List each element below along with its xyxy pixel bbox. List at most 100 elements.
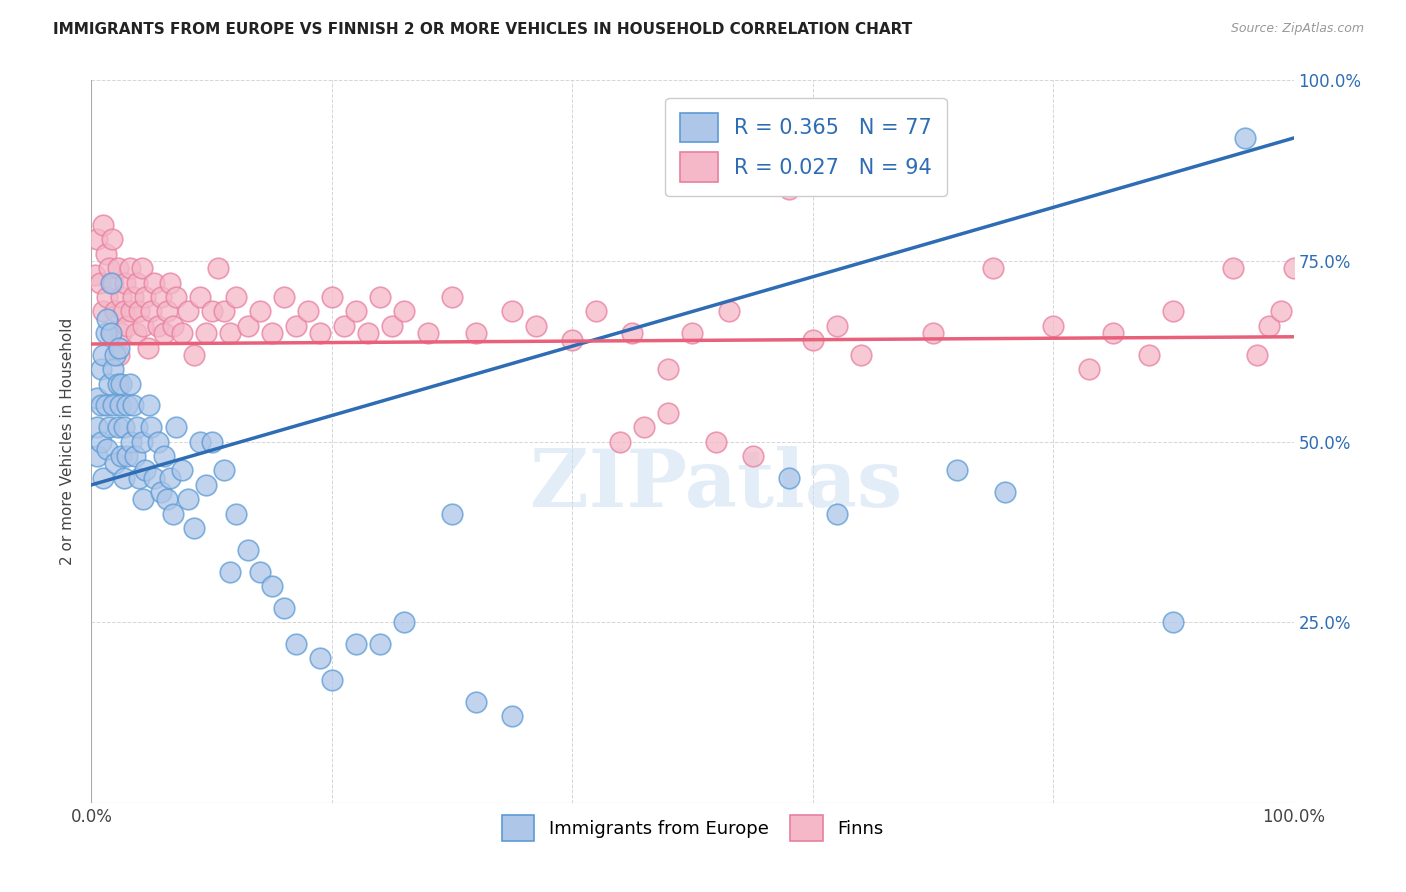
- Point: [90, 434, 112, 449]
- Point: [183, 348, 205, 362]
- Point: [93, 470, 115, 484]
- Point: [159, 276, 181, 290]
- Point: [212, 463, 235, 477]
- Point: [156, 304, 179, 318]
- Point: [93, 348, 115, 362]
- Point: [297, 304, 319, 318]
- Point: [273, 600, 295, 615]
- Point: [98, 261, 121, 276]
- Point: [465, 326, 488, 340]
- Point: [142, 470, 165, 484]
- Point: [981, 261, 1004, 276]
- Point: [801, 334, 824, 348]
- Point: [165, 290, 187, 304]
- Point: [101, 276, 124, 290]
- Point: [146, 434, 169, 449]
- Point: [117, 318, 139, 333]
- Point: [218, 565, 240, 579]
- Point: [108, 348, 131, 362]
- Point: [236, 542, 259, 557]
- Point: [86, 391, 108, 405]
- Point: [188, 290, 211, 304]
- Point: [344, 304, 367, 318]
- Point: [249, 304, 271, 318]
- Point: [128, 304, 150, 318]
- Point: [98, 376, 121, 391]
- Point: [150, 290, 173, 304]
- Point: [561, 334, 583, 348]
- Point: [201, 434, 224, 449]
- Point: [381, 318, 404, 333]
- Point: [333, 318, 356, 333]
- Point: [112, 304, 135, 318]
- Point: [633, 420, 655, 434]
- Point: [152, 449, 174, 463]
- Point: [321, 673, 343, 687]
- Point: [110, 376, 132, 391]
- Point: [131, 261, 153, 276]
- Point: [90, 362, 112, 376]
- Point: [90, 398, 112, 412]
- Point: [741, 449, 763, 463]
- Legend: Immigrants from Europe, Finns: Immigrants from Europe, Finns: [495, 808, 890, 848]
- Point: [94, 246, 117, 260]
- Point: [849, 348, 872, 362]
- Point: [260, 579, 283, 593]
- Point: [524, 318, 547, 333]
- Point: [1042, 318, 1064, 333]
- Point: [96, 290, 118, 304]
- Point: [657, 406, 679, 420]
- Point: [117, 398, 139, 412]
- Point: [101, 232, 124, 246]
- Point: [86, 449, 108, 463]
- Point: [110, 449, 132, 463]
- Point: [225, 507, 247, 521]
- Point: [825, 507, 848, 521]
- Point: [165, 420, 187, 434]
- Point: [120, 434, 142, 449]
- Point: [120, 304, 142, 318]
- Point: [162, 507, 184, 521]
- Point: [681, 326, 703, 340]
- Point: [368, 290, 391, 304]
- Point: [273, 290, 295, 304]
- Point: [1102, 326, 1125, 340]
- Text: Source: ZipAtlas.com: Source: ZipAtlas.com: [1230, 22, 1364, 36]
- Point: [416, 326, 439, 340]
- Point: [225, 290, 247, 304]
- Point: [146, 318, 169, 333]
- Point: [194, 478, 217, 492]
- Point: [236, 318, 259, 333]
- Point: [218, 326, 240, 340]
- Point: [440, 290, 463, 304]
- Point: [249, 565, 271, 579]
- Y-axis label: 2 or more Vehicles in Household: 2 or more Vehicles in Household: [60, 318, 76, 566]
- Point: [138, 398, 160, 412]
- Point: [141, 304, 163, 318]
- Point: [162, 318, 184, 333]
- Point: [93, 304, 115, 318]
- Point: [84, 268, 107, 283]
- Point: [1270, 304, 1292, 318]
- Point: [585, 304, 607, 318]
- Point: [104, 304, 127, 318]
- Point: [1137, 348, 1160, 362]
- Point: [212, 304, 235, 318]
- Point: [136, 341, 159, 355]
- Point: [107, 261, 129, 276]
- Point: [159, 470, 181, 484]
- Point: [101, 362, 124, 376]
- Point: [131, 434, 153, 449]
- Point: [657, 362, 679, 376]
- Point: [134, 290, 156, 304]
- Point: [465, 695, 488, 709]
- Point: [357, 326, 380, 340]
- Point: [621, 326, 644, 340]
- Point: [117, 449, 139, 463]
- Point: [125, 420, 148, 434]
- Point: [1246, 348, 1268, 362]
- Point: [107, 420, 129, 434]
- Point: [1282, 261, 1305, 276]
- Point: [170, 326, 193, 340]
- Point: [86, 232, 108, 246]
